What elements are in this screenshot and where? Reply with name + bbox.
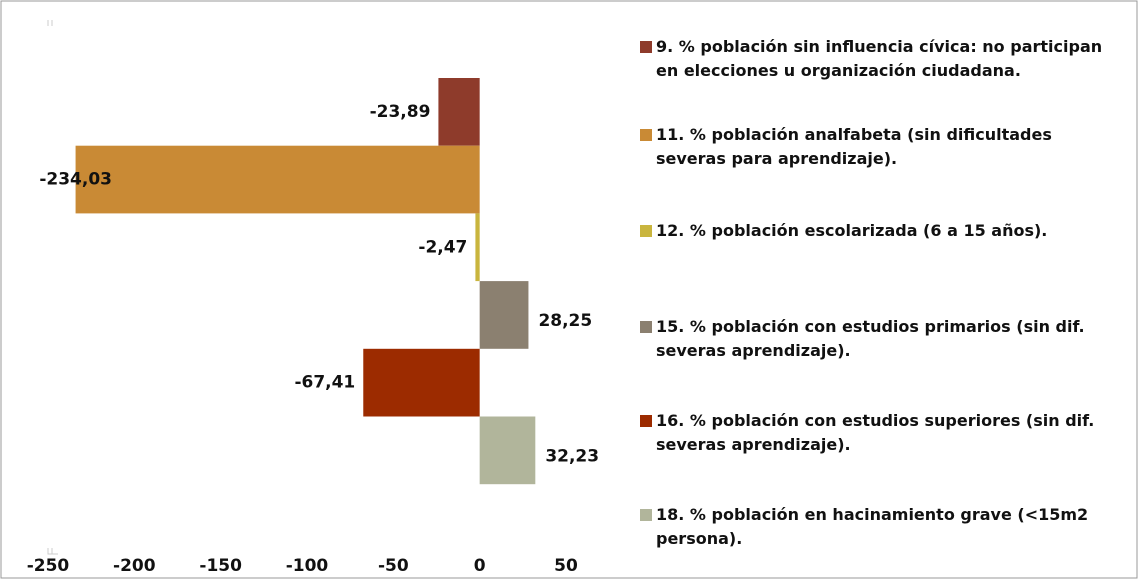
axis-corner <box>47 548 58 555</box>
bar <box>479 416 536 485</box>
x-tick-label: 50 <box>554 556 578 576</box>
x-tick-label: -100 <box>286 556 329 576</box>
legend-entry: 12. % población escolarizada (6 a 15 año… <box>640 219 1120 243</box>
bar <box>475 213 480 282</box>
legend-entry: 16. % población con estudios superiores … <box>640 409 1120 457</box>
legend-label: 9. % población sin influencia cívica: no… <box>656 37 1103 80</box>
legend-swatch <box>640 225 652 237</box>
data-label: -67,41 <box>294 373 355 393</box>
legend-entry: 11. % población analfabeta (sin dificult… <box>640 123 1120 171</box>
legend-entry: 18. % población en hacinamiento grave (<… <box>640 503 1120 551</box>
x-tick-label: -150 <box>199 556 242 576</box>
legend-swatch <box>640 415 652 427</box>
legend-label: 12. % población escolarizada (6 a 15 año… <box>656 221 1048 240</box>
legend-swatch <box>640 129 652 141</box>
data-label: -2,47 <box>418 237 467 257</box>
bar <box>363 348 480 417</box>
data-label: 28,25 <box>538 311 592 331</box>
axis-corner <box>47 20 53 26</box>
data-label: -23,89 <box>370 102 431 122</box>
data-label: 32,23 <box>545 446 599 466</box>
x-tick-label: -50 <box>378 556 409 576</box>
x-tick-label: 0 <box>474 556 486 576</box>
data-label: -234,03 <box>39 170 112 190</box>
legend-label: 16. % población con estudios superiores … <box>656 411 1095 454</box>
legend-entry: 9. % población sin influencia cívica: no… <box>640 35 1120 83</box>
x-tick-label: -250 <box>27 556 70 576</box>
legend-label: 11. % población analfabeta (sin dificult… <box>656 125 1052 168</box>
legend-label: 15. % población con estudios primarios (… <box>656 317 1085 360</box>
bar <box>479 281 529 349</box>
legend-swatch <box>640 321 652 333</box>
legend-label: 18. % población en hacinamiento grave (<… <box>656 505 1089 548</box>
legend-swatch <box>640 41 652 53</box>
bar <box>438 78 480 146</box>
bar <box>75 145 480 214</box>
legend-swatch <box>640 509 652 521</box>
x-tick-label: -200 <box>113 556 156 576</box>
legend-entry: 15. % población con estudios primarios (… <box>640 315 1120 363</box>
